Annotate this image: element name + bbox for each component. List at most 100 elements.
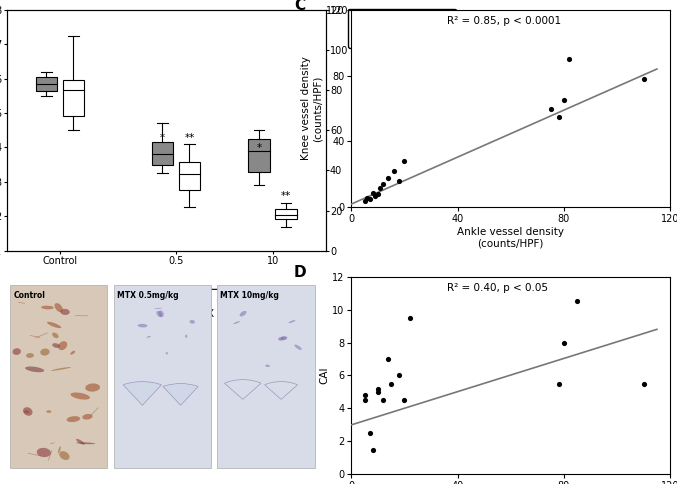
Ellipse shape [46, 410, 51, 413]
Ellipse shape [83, 414, 93, 420]
Point [364, 429, 375, 437]
Text: *: * [257, 143, 261, 152]
Wedge shape [265, 381, 298, 399]
Ellipse shape [25, 366, 44, 372]
Point [375, 184, 386, 192]
Y-axis label: CAI: CAI [319, 367, 329, 384]
Ellipse shape [26, 353, 34, 358]
Legend: Vascular permeability-
surface area product, Vessel density: Vascular permeability- surface area prod… [348, 9, 456, 48]
Bar [217, 285, 315, 469]
Point [372, 190, 383, 198]
Ellipse shape [156, 311, 162, 317]
Ellipse shape [240, 311, 246, 317]
Ellipse shape [278, 337, 284, 341]
Point [370, 192, 380, 200]
Point [394, 177, 405, 185]
Wedge shape [225, 379, 261, 399]
Ellipse shape [265, 364, 270, 367]
Wedge shape [123, 381, 162, 405]
Ellipse shape [41, 306, 53, 309]
Ellipse shape [281, 336, 287, 340]
Ellipse shape [37, 448, 51, 457]
Point [399, 157, 410, 165]
Point [399, 396, 410, 404]
Ellipse shape [166, 352, 168, 354]
Ellipse shape [294, 345, 302, 350]
Point [394, 372, 405, 379]
Ellipse shape [288, 320, 295, 323]
Ellipse shape [185, 334, 188, 338]
Ellipse shape [55, 303, 63, 312]
Text: **: ** [184, 133, 194, 143]
Point [559, 339, 569, 347]
Point [638, 75, 649, 83]
Ellipse shape [146, 336, 151, 338]
Bar [248, 139, 269, 171]
Ellipse shape [47, 322, 61, 328]
X-axis label: Ankle vessel density
(counts/HPF): Ankle vessel density (counts/HPF) [457, 227, 564, 249]
Wedge shape [163, 384, 198, 405]
Ellipse shape [76, 439, 85, 445]
Text: Control: Control [13, 291, 45, 300]
Bar [36, 77, 57, 91]
Y-axis label: Knee vessel density
(counts/HPF): Knee vessel density (counts/HPF) [301, 57, 323, 161]
Ellipse shape [76, 442, 95, 444]
Bar [179, 162, 200, 191]
Text: **: ** [281, 191, 291, 201]
Ellipse shape [52, 333, 59, 338]
Text: D: D [294, 265, 307, 280]
Point [364, 195, 375, 203]
Ellipse shape [23, 407, 32, 416]
Point [383, 355, 394, 363]
Text: R² = 0.85, p < 0.0001: R² = 0.85, p < 0.0001 [447, 15, 561, 26]
Point [359, 396, 370, 404]
Ellipse shape [58, 446, 61, 454]
Ellipse shape [154, 308, 162, 309]
Point [545, 105, 556, 112]
Point [359, 392, 370, 399]
Text: R² = 0.40, p < 0.05: R² = 0.40, p < 0.05 [447, 283, 548, 292]
Bar [114, 285, 211, 469]
Bar [10, 285, 107, 469]
Point [564, 55, 575, 63]
Ellipse shape [279, 337, 288, 340]
Bar [152, 142, 173, 165]
Ellipse shape [137, 324, 148, 328]
Point [372, 385, 383, 393]
Ellipse shape [158, 310, 164, 317]
Y-axis label: Counts/HPF: Counts/HPF [351, 102, 362, 158]
Point [638, 380, 649, 388]
Point [386, 380, 397, 388]
Ellipse shape [58, 341, 67, 350]
Ellipse shape [13, 348, 21, 355]
Point [372, 388, 383, 396]
Point [367, 446, 378, 454]
Point [362, 194, 372, 201]
Ellipse shape [24, 410, 29, 413]
Ellipse shape [190, 320, 195, 324]
Point [367, 189, 378, 197]
Point [383, 174, 394, 182]
Ellipse shape [59, 451, 70, 460]
Point [553, 380, 564, 388]
Point [378, 181, 389, 188]
Point [559, 96, 569, 104]
Text: C: C [294, 0, 305, 13]
Point [553, 113, 564, 121]
Point [572, 298, 583, 305]
Ellipse shape [60, 309, 70, 315]
Bar [276, 209, 297, 219]
Ellipse shape [234, 321, 240, 324]
Bar [63, 80, 84, 116]
Point [359, 197, 370, 205]
Ellipse shape [85, 383, 100, 392]
Text: MTX 10mg/kg: MTX 10mg/kg [221, 291, 280, 300]
Ellipse shape [52, 343, 60, 348]
Point [378, 396, 389, 404]
Ellipse shape [66, 416, 81, 422]
Ellipse shape [70, 393, 90, 400]
Text: MTX (mg/kg): MTX (mg/kg) [193, 309, 255, 318]
Text: MTX 0.5mg/kg: MTX 0.5mg/kg [117, 291, 179, 300]
Point [389, 167, 399, 175]
Ellipse shape [51, 367, 71, 371]
